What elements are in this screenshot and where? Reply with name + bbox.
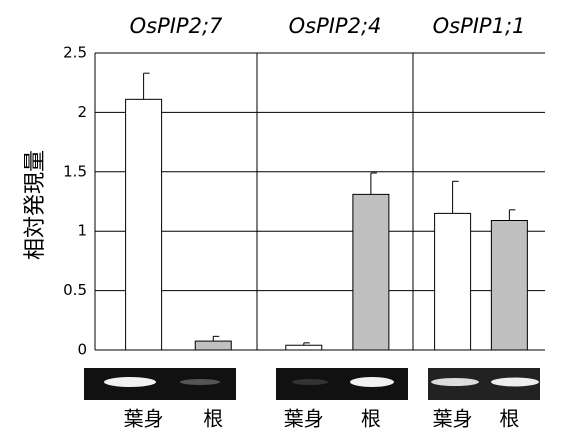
bar: [195, 341, 231, 350]
y-tick-label: 2.5: [63, 44, 87, 62]
x-tick-label: 葉身: [433, 407, 473, 431]
bar: [353, 194, 389, 350]
bar: [435, 213, 471, 350]
x-tick-label: 根: [361, 407, 381, 431]
gel-band: [431, 378, 479, 386]
gel-band: [350, 377, 394, 387]
bar: [491, 221, 527, 350]
y-tick-label: 0.5: [63, 281, 87, 299]
gel-band: [180, 379, 220, 385]
panel-title: OsPIP2;4: [289, 14, 382, 38]
y-tick-label: 0: [77, 341, 87, 359]
gel-band: [104, 377, 156, 387]
y-tick-label: 1.5: [63, 162, 87, 180]
gel-band: [292, 379, 328, 385]
page: {"chart_data": {"type": "bar", "ylabel":…: [0, 0, 564, 434]
x-tick-label: 葉身: [124, 407, 164, 431]
gel-band: [491, 378, 539, 387]
panel-title: OsPIP1;1: [433, 14, 526, 38]
bar: [286, 345, 322, 350]
x-tick-label: 根: [203, 407, 223, 431]
x-tick-label: 根: [499, 407, 519, 431]
chart: 相対発現量 0 0.5 1 1.5 2 2.5 OsPIP2;7 葉身 根 OsPIP2;4 葉身 根…: [0, 0, 564, 434]
y-tick-label: 2: [77, 103, 87, 121]
gel-images: [84, 368, 540, 400]
bar: [126, 99, 162, 350]
panel-title: OsPIP2;7: [130, 14, 223, 38]
x-tick-label: 葉身: [284, 407, 324, 431]
y-tick-label: 1: [77, 222, 87, 240]
y-axis-label: 相対発現量: [23, 150, 48, 260]
